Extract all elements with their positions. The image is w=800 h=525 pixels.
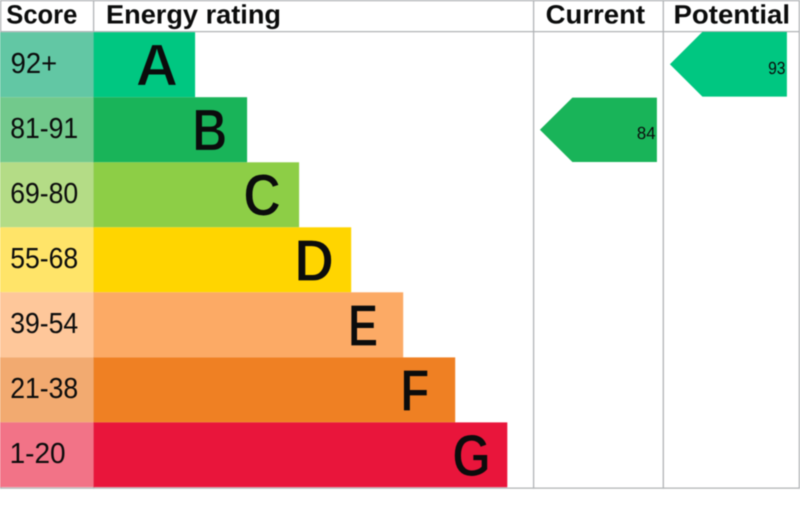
svg-text:E: E — [348, 292, 378, 359]
svg-text:93: 93 — [768, 58, 785, 78]
svg-text:Energy rating: Energy rating — [106, 0, 281, 29]
svg-text:81-91: 81-91 — [10, 113, 78, 145]
svg-text:84: 84 — [637, 123, 656, 143]
svg-text:Current: Current — [546, 0, 646, 29]
svg-text:39-54: 39-54 — [10, 308, 78, 340]
svg-text:F: F — [400, 357, 429, 424]
svg-text:55-68: 55-68 — [10, 243, 78, 275]
svg-text:D: D — [294, 227, 334, 294]
svg-text:69-80: 69-80 — [10, 178, 78, 210]
svg-text:C: C — [243, 162, 281, 229]
svg-text:A: A — [136, 32, 179, 99]
svg-text:21-38: 21-38 — [10, 373, 78, 405]
svg-text:G: G — [452, 422, 491, 489]
svg-text:92+: 92+ — [11, 48, 58, 80]
svg-text:Score: Score — [6, 0, 77, 29]
svg-text:Potential: Potential — [674, 0, 791, 29]
svg-text:B: B — [192, 97, 227, 164]
svg-text:1-20: 1-20 — [10, 438, 66, 470]
